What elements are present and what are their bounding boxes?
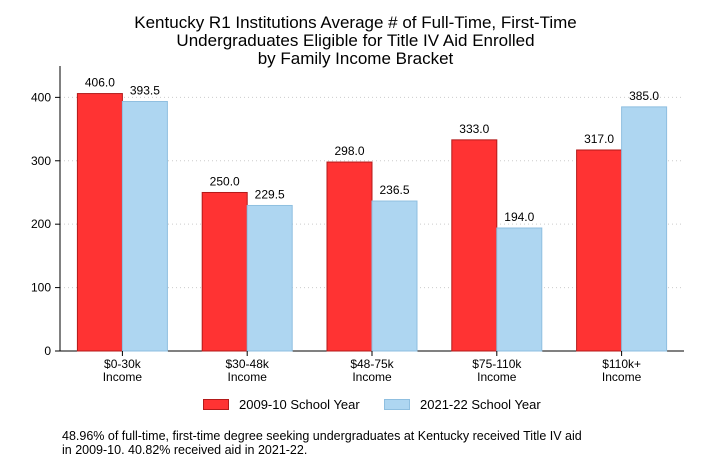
bar-2021-22 — [121, 100, 168, 352]
x-tick-label: Income — [228, 370, 268, 384]
chart-title-line: by Family Income Bracket — [257, 49, 454, 68]
x-tick-label: $0-30k — [104, 357, 142, 371]
data-label: 393.5 — [130, 83, 160, 97]
legend-item-2009-10: 2009-10 School Year — [203, 397, 360, 412]
footnote-line: 48.96% of full-time, first-time degree s… — [62, 429, 582, 443]
footnote-line: in 2009-10. 40.82% received aid in 2021-… — [62, 443, 308, 457]
data-label: 385.0 — [629, 89, 659, 103]
bar-2009-10 — [201, 191, 248, 352]
x-tick-label: $75-110k — [472, 357, 522, 371]
data-label: 250.0 — [210, 174, 240, 188]
x-tick-label: $30-48k — [226, 357, 270, 371]
bar-2021-22 — [621, 106, 668, 352]
bar-2021-22 — [246, 204, 293, 352]
footnote: 48.96% of full-time, first-time degree s… — [62, 429, 682, 457]
y-tick-label: 400 — [31, 90, 51, 104]
x-tick-label: $48-75k — [350, 357, 394, 371]
x-tick-label: Income — [352, 370, 392, 384]
x-tick-label: Income — [477, 370, 517, 384]
chart-title-line: Kentucky R1 Institutions Average # of Fu… — [134, 13, 577, 32]
legend-swatch-2009-10 — [203, 399, 229, 410]
x-tick-label: $110k+ — [602, 357, 641, 371]
data-label: 229.5 — [255, 187, 285, 201]
data-label: 298.0 — [334, 144, 364, 158]
x-tick-label: Income — [103, 370, 143, 384]
y-tick-label: 200 — [31, 217, 51, 231]
x-tick-label: Income — [602, 370, 642, 384]
y-tick-label: 0 — [44, 344, 51, 358]
data-label: 406.0 — [85, 76, 115, 90]
chart-legend: 2009-10 School Year 2021-22 School Year — [0, 397, 711, 417]
legend-label-2021-22: 2021-22 School Year — [420, 397, 541, 412]
y-tick-label: 100 — [31, 281, 51, 295]
bar-2021-22 — [496, 227, 543, 352]
chart-title-line: Undergraduates Eligible for Title IV Aid… — [176, 31, 535, 50]
y-tick-label: 300 — [31, 154, 51, 168]
bar-2021-22 — [371, 200, 418, 352]
bar-2009-10 — [76, 93, 123, 352]
bar-2009-10 — [326, 161, 373, 352]
bar-chart: 0100200300400406.0393.5$0-30kIncome250.0… — [31, 66, 684, 384]
data-label: 333.0 — [459, 122, 489, 136]
data-label: 194.0 — [504, 210, 534, 224]
legend-swatch-2021-22 — [384, 399, 410, 410]
bar-2009-10 — [576, 149, 623, 352]
legend-label-2009-10: 2009-10 School Year — [239, 397, 360, 412]
legend-item-2021-22: 2021-22 School Year — [384, 397, 541, 412]
chart-title: Kentucky R1 Institutions Average # of Fu… — [0, 14, 711, 68]
data-label: 236.5 — [379, 183, 409, 197]
bar-2009-10 — [451, 139, 498, 352]
data-label: 317.0 — [584, 132, 614, 146]
